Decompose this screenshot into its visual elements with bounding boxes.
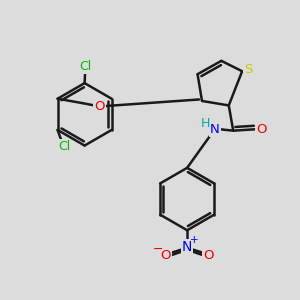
Text: N: N <box>182 241 192 254</box>
Text: Cl: Cl <box>58 140 70 153</box>
Text: O: O <box>256 123 267 136</box>
Text: −: − <box>153 243 164 256</box>
Text: O: O <box>203 249 214 262</box>
Text: O: O <box>160 249 171 262</box>
Text: H: H <box>201 117 210 130</box>
Text: Cl: Cl <box>79 60 91 73</box>
Text: S: S <box>244 63 253 76</box>
Text: O: O <box>94 100 104 113</box>
Text: N: N <box>210 123 220 136</box>
Text: +: + <box>190 235 199 245</box>
